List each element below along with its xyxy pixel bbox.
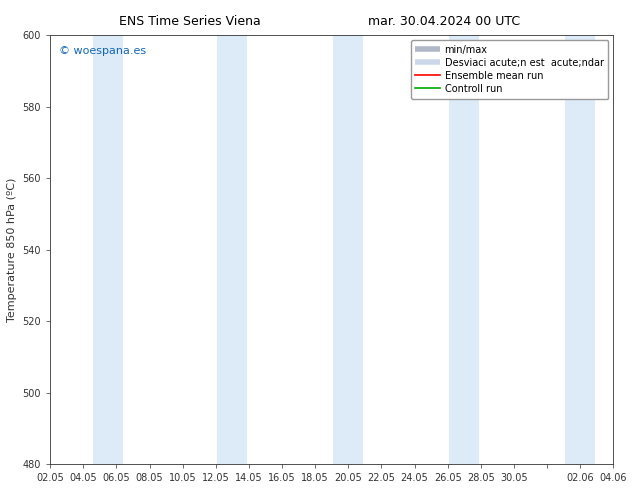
Legend: min/max, Desviaci acute;n est  acute;ndar, Ensemble mean run, Controll run: min/max, Desviaci acute;n est acute;ndar… xyxy=(411,40,609,99)
Text: ENS Time Series Viena: ENS Time Series Viena xyxy=(119,15,261,28)
Bar xyxy=(450,35,479,464)
Text: mar. 30.04.2024 00 UTC: mar. 30.04.2024 00 UTC xyxy=(368,15,520,28)
Y-axis label: Temperature 850 hPa (ºC): Temperature 850 hPa (ºC) xyxy=(7,177,17,322)
Text: © woespana.es: © woespana.es xyxy=(58,46,146,56)
Bar xyxy=(217,35,247,464)
Bar xyxy=(93,35,123,464)
Bar xyxy=(333,35,363,464)
Bar xyxy=(566,35,595,464)
